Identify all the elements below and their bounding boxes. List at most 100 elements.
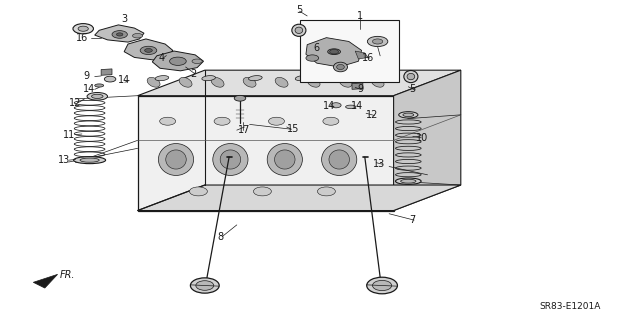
Ellipse shape <box>269 117 285 125</box>
Polygon shape <box>306 38 362 67</box>
Text: 14: 14 <box>351 101 363 111</box>
Polygon shape <box>33 274 58 288</box>
Ellipse shape <box>339 78 352 87</box>
Ellipse shape <box>307 78 320 87</box>
Ellipse shape <box>295 27 303 33</box>
Ellipse shape <box>160 117 175 125</box>
Ellipse shape <box>372 280 392 291</box>
Text: 12: 12 <box>69 98 81 108</box>
Circle shape <box>78 26 88 31</box>
Polygon shape <box>152 51 204 71</box>
Ellipse shape <box>95 84 104 87</box>
Circle shape <box>145 48 152 52</box>
Text: 5: 5 <box>296 4 303 15</box>
Ellipse shape <box>220 150 241 169</box>
Ellipse shape <box>399 112 418 118</box>
Ellipse shape <box>80 158 99 162</box>
Ellipse shape <box>202 76 216 81</box>
Text: FR.: FR. <box>60 270 76 280</box>
Circle shape <box>73 24 93 34</box>
Circle shape <box>367 36 388 47</box>
Text: 13: 13 <box>58 155 70 165</box>
Circle shape <box>170 57 186 65</box>
Ellipse shape <box>268 144 303 175</box>
Ellipse shape <box>211 78 224 87</box>
Ellipse shape <box>346 105 356 108</box>
Text: 15: 15 <box>287 124 299 134</box>
Text: 7: 7 <box>410 215 416 225</box>
Ellipse shape <box>213 144 248 175</box>
Ellipse shape <box>403 113 414 117</box>
Ellipse shape <box>189 187 207 196</box>
Ellipse shape <box>248 76 262 81</box>
Ellipse shape <box>396 178 421 184</box>
Bar <box>300 20 399 82</box>
Text: 11: 11 <box>63 130 75 140</box>
Ellipse shape <box>401 179 416 183</box>
Text: SR83-E1201A: SR83-E1201A <box>539 302 600 311</box>
Ellipse shape <box>155 76 169 81</box>
Ellipse shape <box>329 150 349 169</box>
Text: 9: 9 <box>357 84 364 94</box>
Circle shape <box>112 31 127 38</box>
Text: 8: 8 <box>218 232 224 242</box>
Text: 12: 12 <box>366 110 378 121</box>
Ellipse shape <box>367 277 397 294</box>
Circle shape <box>116 33 123 36</box>
Ellipse shape <box>275 150 295 169</box>
Ellipse shape <box>92 94 103 99</box>
Text: 10: 10 <box>416 133 428 143</box>
Circle shape <box>104 76 116 82</box>
Ellipse shape <box>191 278 219 293</box>
Ellipse shape <box>147 78 160 87</box>
Circle shape <box>306 55 319 61</box>
Ellipse shape <box>337 64 344 70</box>
Ellipse shape <box>322 144 357 175</box>
Polygon shape <box>355 51 368 59</box>
Ellipse shape <box>328 49 340 55</box>
Ellipse shape <box>317 187 335 196</box>
Ellipse shape <box>166 150 186 169</box>
Ellipse shape <box>333 62 348 72</box>
Text: 5: 5 <box>410 84 416 94</box>
Ellipse shape <box>295 76 309 81</box>
Polygon shape <box>352 83 363 89</box>
Ellipse shape <box>87 93 108 100</box>
Text: 4: 4 <box>158 53 164 63</box>
Ellipse shape <box>404 70 418 83</box>
Text: 14: 14 <box>118 75 131 85</box>
Circle shape <box>140 46 157 55</box>
Ellipse shape <box>192 59 202 63</box>
Text: 3: 3 <box>122 13 128 24</box>
Ellipse shape <box>132 33 143 38</box>
Ellipse shape <box>243 78 256 87</box>
Text: 14: 14 <box>83 84 95 94</box>
Circle shape <box>330 49 339 54</box>
Text: 14: 14 <box>323 101 335 111</box>
Ellipse shape <box>196 281 214 290</box>
Polygon shape <box>394 70 461 211</box>
Text: 16: 16 <box>362 53 374 63</box>
Text: 2: 2 <box>191 69 197 79</box>
Text: 9: 9 <box>83 71 90 81</box>
Polygon shape <box>95 25 144 42</box>
Ellipse shape <box>323 117 339 125</box>
Text: 17: 17 <box>238 125 250 135</box>
Ellipse shape <box>253 187 271 196</box>
Ellipse shape <box>214 117 230 125</box>
Polygon shape <box>138 70 461 96</box>
Text: 1: 1 <box>356 11 363 21</box>
Ellipse shape <box>407 73 415 80</box>
Text: 13: 13 <box>372 159 385 169</box>
Text: 16: 16 <box>76 33 88 43</box>
Text: 6: 6 <box>314 43 320 54</box>
Ellipse shape <box>342 76 356 81</box>
Ellipse shape <box>179 78 192 87</box>
Polygon shape <box>138 96 394 211</box>
Ellipse shape <box>74 157 106 164</box>
Ellipse shape <box>275 78 288 87</box>
Circle shape <box>234 95 246 101</box>
Polygon shape <box>138 185 461 211</box>
Ellipse shape <box>159 144 193 175</box>
Polygon shape <box>124 39 173 60</box>
